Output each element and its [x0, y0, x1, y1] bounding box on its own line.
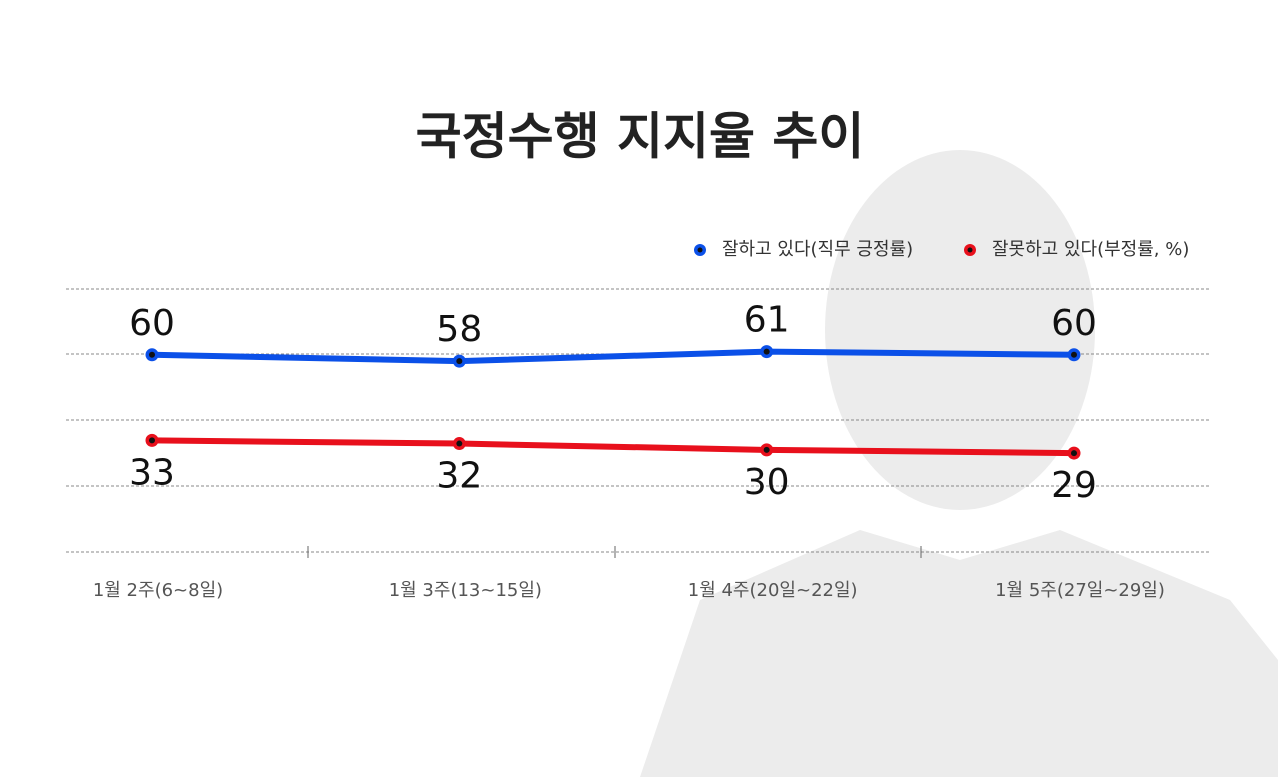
- point-center: [149, 437, 155, 444]
- data-label: 33: [129, 452, 175, 493]
- point-center: [763, 446, 770, 453]
- data-label: 30: [744, 462, 790, 503]
- x-tick-label: 1월 5주(27일~29일): [995, 580, 1165, 601]
- point-center: [763, 348, 770, 355]
- data-label: 60: [1051, 303, 1097, 344]
- point-center: [456, 358, 463, 365]
- line: [151, 437, 1075, 457]
- legend-marker-center: [967, 247, 973, 253]
- chart-title: 국정수행 지지율 추이: [416, 108, 865, 166]
- legend-marker-center: [697, 247, 703, 253]
- x-tick-label: 1월 4주(20일~22일): [688, 580, 858, 601]
- legend-label: 잘못하고 있다(부정률, %): [992, 239, 1189, 260]
- data-label: 60: [129, 303, 175, 344]
- x-tick-label: 1월 3주(13~15일): [389, 580, 542, 601]
- point-center: [1071, 450, 1077, 457]
- data-label: 32: [436, 456, 482, 497]
- point-center: [456, 440, 463, 447]
- data-label: 58: [436, 309, 482, 350]
- line: [151, 348, 1075, 365]
- data-label: 61: [744, 300, 790, 341]
- point-center: [149, 351, 155, 358]
- data-label: 29: [1051, 465, 1097, 506]
- point-center: [1071, 351, 1077, 358]
- x-tick-label: 1월 2주(6~8일): [93, 580, 223, 601]
- legend-label: 잘하고 있다(직무 긍정률): [722, 239, 913, 260]
